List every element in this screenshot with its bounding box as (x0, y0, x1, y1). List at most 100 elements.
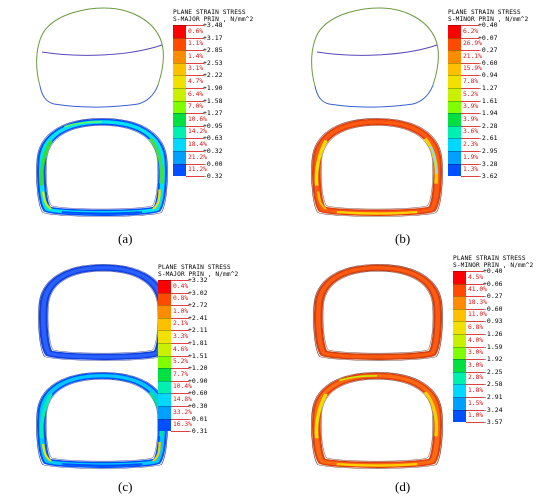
legend-tick (171, 330, 189, 332)
legend-color-cell (448, 125, 461, 139)
legend-percent: 16.3% (173, 421, 192, 429)
legend-tick (171, 305, 189, 307)
legend-tick (466, 371, 484, 373)
legend-bound-value: +0.07 (478, 33, 498, 42)
legend-color-cell (173, 151, 186, 164)
legend-tick (461, 50, 479, 52)
legend-percent: 2.8% (468, 374, 484, 382)
legend-bound-value: -0.60 (478, 58, 498, 67)
legend-percent: 1.3% (463, 166, 479, 174)
legend-percent: 7.8% (463, 78, 479, 85)
legend-tick (466, 334, 484, 335)
legend-percent: 5.2% (173, 358, 189, 366)
legend-color-cell (158, 280, 171, 293)
legend-color-cell (158, 317, 171, 331)
legend-percent: 1.9% (463, 153, 479, 161)
legend-color-cell (453, 334, 466, 347)
legend-bound-value: +0.32 (203, 147, 223, 155)
legend-bound-value: -1.92 (483, 355, 503, 364)
legend-bound-value: -0.32 (203, 172, 223, 181)
legend-color-cell (448, 37, 461, 51)
legend-percent: 3.3% (173, 333, 189, 340)
legend-color-cell (173, 163, 186, 177)
legend-bound-value: +0.40 (478, 21, 498, 29)
legend-color-cell (158, 406, 171, 419)
legend-bound-value: -0.31 (188, 427, 208, 436)
legend-bound-value: +0.63 (203, 134, 223, 143)
legend-color-cell (453, 308, 466, 322)
legend-bound-value: -2.61 (478, 134, 498, 143)
legend-percent: 26.9% (463, 40, 482, 48)
legend-bound-value: +1.58 (203, 96, 223, 105)
legend-color-cell (448, 100, 461, 114)
legend-color-cell (158, 343, 171, 356)
legend-bound-value: -2.91 (483, 393, 503, 401)
caption-a: (a) (118, 231, 133, 246)
legend-percent: 1.8% (468, 387, 484, 394)
legend-bound-value: +3.02 (188, 288, 208, 297)
legend-percent: 21.1% (463, 52, 482, 60)
legend-bound-value: +0.90 (188, 376, 208, 385)
legend-bound-value: +2.72 (188, 301, 208, 310)
legend-c: PLANE STRAIN STRESS S-MAJOR PRIN , N/mm^… (158, 264, 238, 440)
legend-color-cell (448, 138, 461, 151)
legend-tick (171, 406, 189, 407)
legend-title-line1: PLANE STRAIN STRESS (173, 9, 246, 16)
legend-percent: 7.7% (173, 370, 189, 378)
legend-tick (171, 393, 189, 395)
legend-percent: 3.9% (463, 103, 479, 111)
legend-color-cell (173, 88, 186, 101)
legend-color-cell (453, 346, 466, 360)
legend-percent: 3.0% (468, 349, 484, 357)
legend-bound-value: +1.81 (188, 339, 208, 347)
legend-color-cell (453, 384, 466, 397)
legend-color-cell (158, 368, 171, 381)
legend-tick (461, 88, 479, 89)
legend-color-cell (173, 62, 186, 76)
legend-percent: 3.0% (468, 361, 484, 369)
legend-color-cell (173, 100, 186, 114)
legend-tick (466, 321, 484, 323)
legend-tick (171, 368, 189, 370)
legend-tick (461, 176, 479, 178)
legend-bound-value: +0.60 (188, 389, 208, 398)
legend-color-cell (173, 113, 186, 126)
legend-tick (461, 37, 479, 39)
legend-title-line2: S-MAJOR PRIN , N/mm^2 (173, 16, 254, 23)
panel-b: PLANE STRAIN STRESS S-MINOR PRIN , N/mm^… (275, 0, 550, 251)
legend-bound-value: -3.28 (478, 159, 498, 168)
legend-tick (171, 343, 189, 344)
legend-color-cell (448, 25, 461, 38)
legend-tick (461, 151, 479, 152)
legend-bound-value: -2.28 (478, 121, 498, 130)
legend-color-cell (453, 397, 466, 410)
legend-tick (171, 355, 189, 357)
lining-contour-lower (310, 118, 444, 218)
legend-tick (186, 50, 204, 52)
legend-bound-value: -2.58 (483, 380, 503, 389)
legend-bound-value: -2.95 (478, 147, 498, 155)
legend-percent: 1.5% (468, 399, 484, 407)
legend-bound-value: +0.40 (483, 267, 503, 275)
legend-percent: 6.8% (468, 324, 484, 331)
legend-tick (461, 62, 479, 64)
legend-tick (466, 422, 484, 424)
tunnel-outline-upper (311, 7, 439, 108)
legend-tick (461, 113, 479, 115)
legend-bound-value: -1.26 (483, 330, 503, 338)
legend-bound-value: +1.90 (203, 84, 223, 92)
legend-percent: 4.6% (173, 345, 189, 353)
legend-percent: 4.7% (188, 78, 204, 85)
legend-bound-value: +1.27 (203, 109, 223, 118)
legend-percent: 3.6% (463, 128, 479, 136)
lining-contour-lower (310, 372, 444, 470)
caption-b: (b) (395, 231, 411, 246)
legend-tick (186, 113, 204, 115)
legend-percent: 0.4% (173, 282, 189, 290)
legend-bound-value: -0.60 (483, 304, 503, 313)
legend-tick (186, 37, 204, 39)
legend-tick (171, 292, 189, 294)
legend-tick (461, 100, 479, 102)
legend-percent: 15.9% (463, 65, 482, 73)
legend-percent: 2.1% (173, 320, 189, 328)
